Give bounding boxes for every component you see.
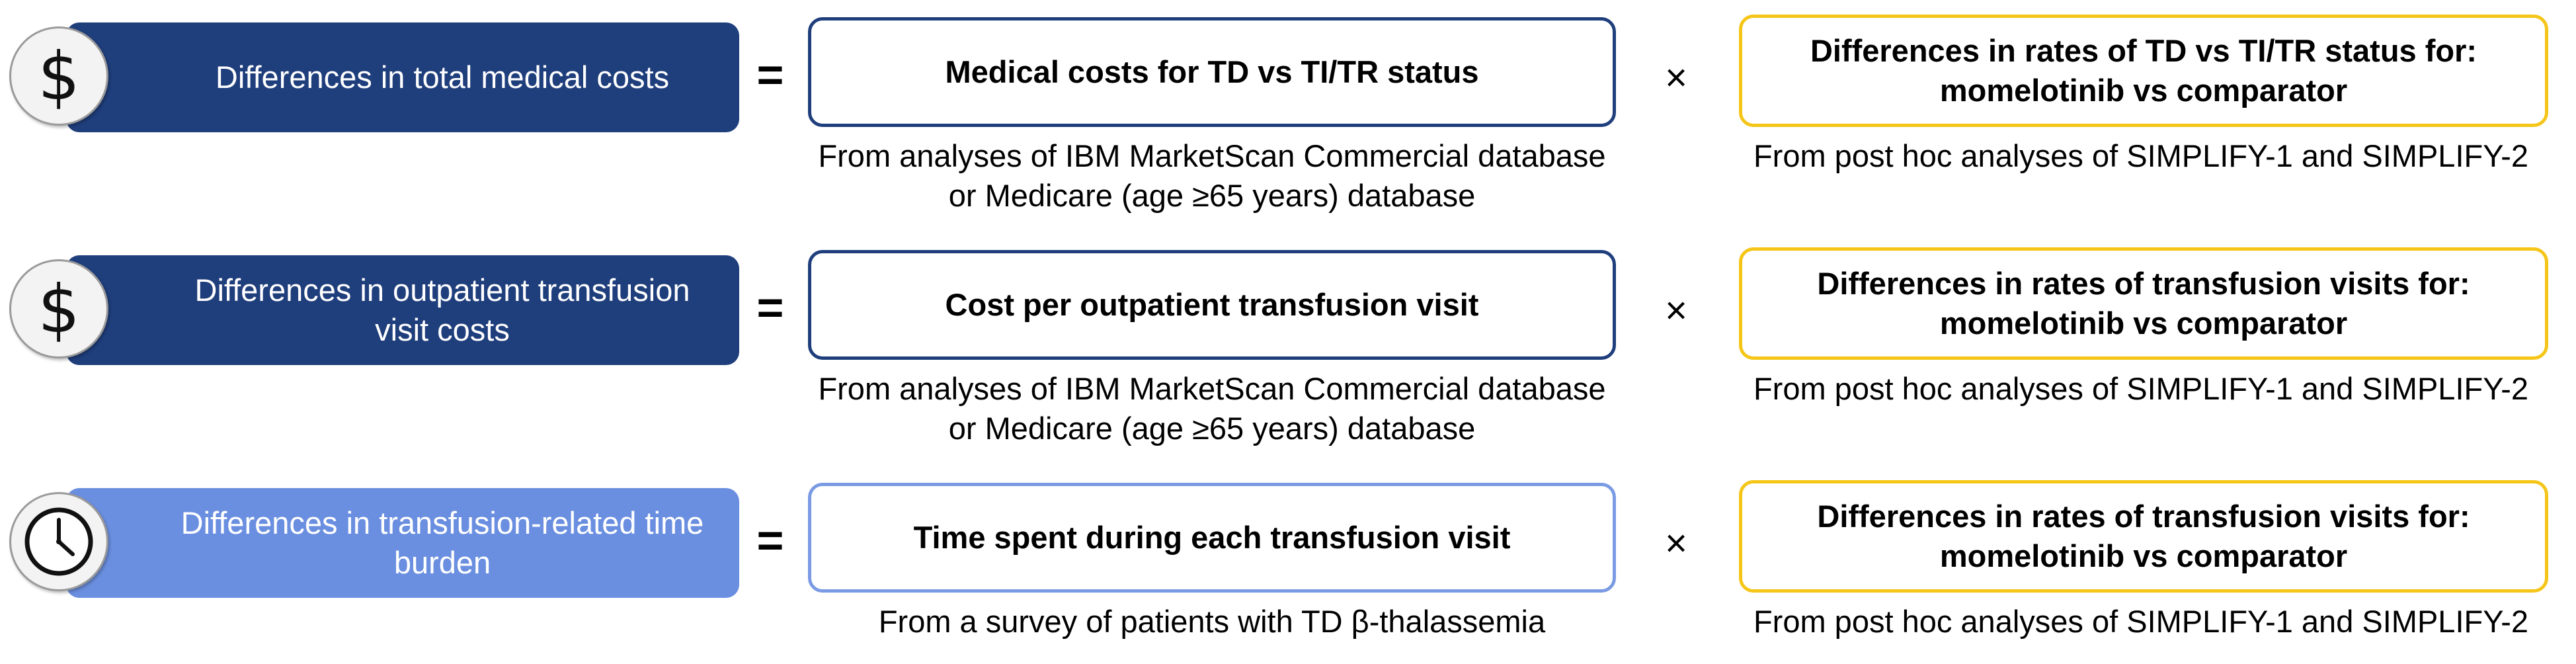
box-text: Cost per outpatient transfusion visit [945, 287, 1479, 322]
medical-costs-box: Medical costs for TD vs TI/TR status [808, 17, 1616, 127]
data-source-caption: From analyses of IBM MarketScan Commerci… [818, 371, 1606, 446]
data-source-caption: From post hoc analyses of SIMPLIFY-1 and… [1753, 604, 2529, 639]
multiply-sign: × [1665, 289, 1687, 332]
box-text: Differences in rates of transfusion visi… [1817, 499, 2470, 573]
data-source-caption: From post hoc analyses of SIMPLIFY-1 and… [1753, 371, 2529, 406]
svg-text:$: $ [38, 272, 80, 345]
equals-sign: = [756, 282, 784, 333]
box-text: Differences in rates of transfusion visi… [1817, 266, 2470, 341]
outcome-banner: Differences in outpatient transfusion vi… [66, 255, 739, 365]
box-text: Differences in rates of TD vs TI/TR stat… [1810, 33, 2477, 108]
data-source-caption: From a survey of patients with TD β-thal… [878, 604, 1546, 639]
outcome-label: Differences in transfusion-related time … [181, 505, 704, 580]
outcome-label: Differences in total medical costs [215, 60, 670, 95]
dollar-icon: $ [9, 259, 108, 358]
outcome-banner: Differences in total medical costs [66, 22, 739, 132]
rate-difference-box: Differences in rates of transfusion visi… [1739, 247, 2548, 360]
box-text: Medical costs for TD vs TI/TR status [945, 54, 1479, 89]
equals-sign: = [756, 49, 784, 101]
equation-row-total-medical-costs: Differences in total medical costs $ = M… [0, 0, 2576, 213]
svg-text:$: $ [38, 40, 80, 112]
dollar-icon: $ [9, 26, 108, 126]
time-per-visit-box: Time spent during each transfusion visit [808, 483, 1616, 593]
box-text: Time spent during each transfusion visit [913, 520, 1511, 555]
equals-sign: = [756, 515, 784, 566]
equation-row-time-burden: Differences in transfusion-related time … [0, 466, 2576, 664]
multiply-sign: × [1665, 522, 1687, 565]
cost-per-visit-box: Cost per outpatient transfusion visit [808, 250, 1616, 360]
clock-icon [9, 492, 108, 591]
rate-difference-box: Differences in rates of transfusion visi… [1739, 480, 2548, 593]
equation-row-outpatient-transfusion-costs: Differences in outpatient transfusion vi… [0, 233, 2576, 446]
multiply-sign: × [1665, 56, 1687, 99]
rate-difference-box: Differences in rates of TD vs TI/TR stat… [1739, 15, 2548, 127]
outcome-label: Differences in outpatient transfusion vi… [194, 272, 690, 347]
outcome-banner: Differences in transfusion-related time … [66, 488, 739, 598]
data-source-caption: From analyses of IBM MarketScan Commerci… [818, 138, 1606, 213]
data-source-caption: From post hoc analyses of SIMPLIFY-1 and… [1753, 138, 2529, 173]
